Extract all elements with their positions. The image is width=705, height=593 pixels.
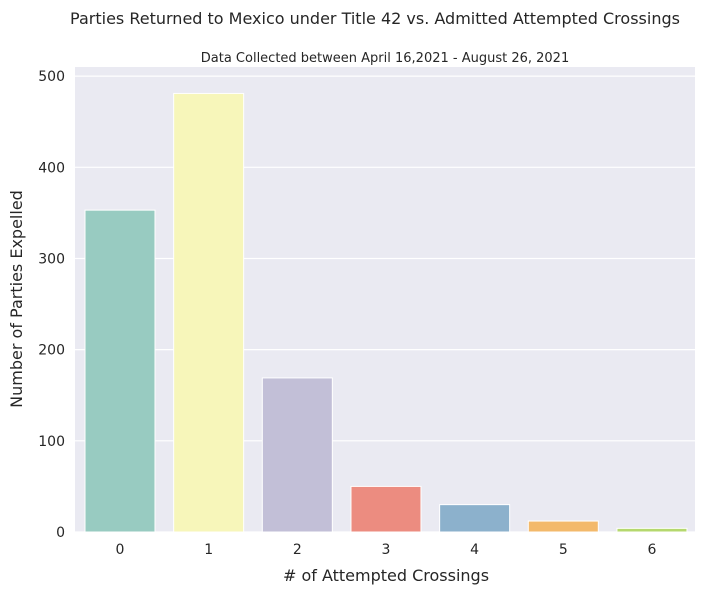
bar-4 (439, 504, 511, 533)
x-axis-label: # of Attempted Crossings (283, 566, 489, 585)
bar-6 (616, 527, 688, 533)
chart-title: Parties Returned to Mexico under Title 4… (70, 9, 680, 28)
bar-2 (261, 377, 333, 533)
chart-subtitle: Data Collected between April 16,2021 - A… (201, 51, 569, 66)
bar-5 (527, 520, 599, 533)
y-tick-label: 300 (38, 251, 65, 267)
y-axis-label: Number of Parties Expelled (7, 190, 26, 408)
x-tick-label: 3 (382, 542, 391, 558)
y-tick-label: 400 (38, 160, 65, 176)
x-tick-label: 5 (559, 542, 568, 558)
y-tick-labels: 0 100 200 300 400 500 (38, 69, 65, 541)
x-tick-label: 2 (293, 542, 302, 558)
y-tick-label: 100 (38, 434, 65, 450)
bars (84, 92, 688, 533)
x-tick-label: 0 (116, 542, 125, 558)
x-tick-labels: 0 1 2 3 4 5 6 (116, 542, 657, 558)
x-tick-label: 1 (204, 542, 213, 558)
x-tick-label: 6 (647, 542, 656, 558)
bar-3 (350, 485, 422, 533)
bar-1 (173, 92, 245, 533)
bar-0 (84, 209, 156, 533)
y-tick-label: 0 (56, 525, 65, 541)
y-tick-label: 200 (38, 343, 65, 359)
plot-area (75, 67, 695, 532)
y-tick-label: 500 (38, 69, 65, 85)
x-tick-label: 4 (470, 542, 479, 558)
